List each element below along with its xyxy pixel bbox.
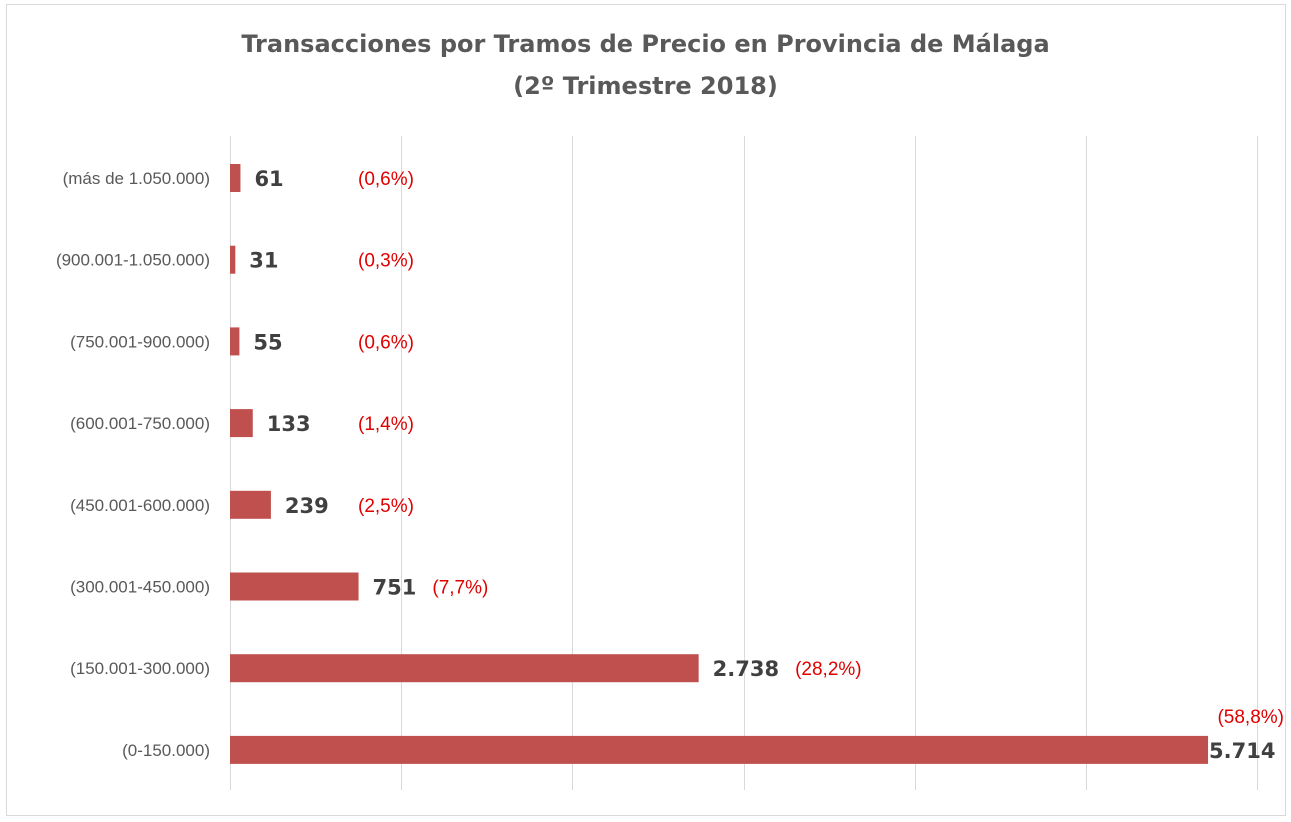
bar-4 [230,490,271,519]
percent-label-1: (0,3%) [358,251,414,272]
value-label-3: 133 [267,412,311,436]
value-label-7: 5.714 [1209,739,1275,763]
category-label-5: (300.001-450.000) [70,578,210,597]
category-label-4: (450.001-600.000) [70,496,210,515]
bar-6 [230,654,699,683]
percent-label-7: (58,8%) [1217,707,1284,728]
value-label-4: 239 [285,494,329,518]
percent-label-0: (0,6%) [358,169,414,190]
value-label-0: 61 [254,167,283,191]
bar-7 [230,735,1209,764]
category-label-3: (600.001-750.000) [70,414,210,433]
bar-2 [230,327,240,356]
category-label-6: (150.001-300.000) [70,659,210,678]
category-label-1: (900.001-1.050.000) [56,251,210,270]
chart-subtitle: (2º Trimestre 2018) [513,72,778,100]
percent-label-4: (2,5%) [358,496,414,517]
percent-label-5: (7,7%) [432,578,488,599]
percent-label-2: (0,6%) [358,332,414,353]
bar-0 [230,164,241,192]
percent-label-6: (28,2%) [795,659,862,680]
bar-1 [230,245,236,274]
category-label-7: (0-150.000) [122,741,210,760]
value-label-6: 2.738 [713,657,779,681]
value-label-5: 751 [373,576,417,600]
percent-label-3: (1,4%) [358,414,414,435]
value-label-2: 55 [253,330,282,354]
bar-3 [230,409,253,438]
bar-5 [230,572,359,601]
category-label-2: (750.001-900.000) [70,332,210,351]
value-label-1: 31 [249,249,278,273]
chart-title: Transacciones por Tramos de Precio en Pr… [241,30,1050,58]
category-label-0: (más de 1.050.000) [63,169,210,188]
